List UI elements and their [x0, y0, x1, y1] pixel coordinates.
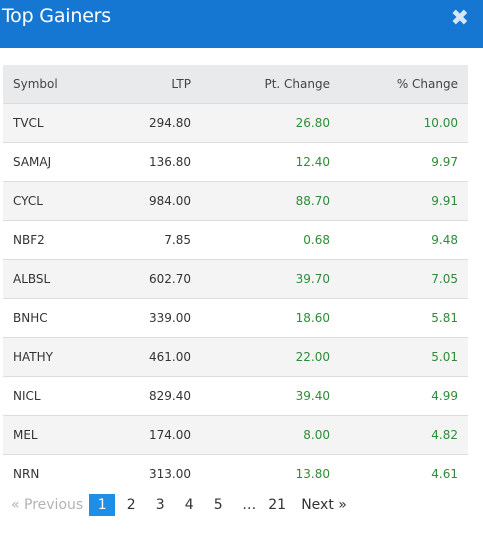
table-row[interactable]: BNHC 339.00 18.60 5.81 — [3, 297, 468, 337]
cell-symbol: TVCL — [3, 102, 93, 142]
cell-symbol: SAMAJ — [3, 141, 93, 181]
pagination: « Previous 1 2 3 4 5 … 21 Next » — [3, 494, 347, 516]
cell-pct-change: 9.97 — [340, 141, 468, 181]
column-header-pct-change[interactable]: % Change — [340, 65, 468, 103]
column-header-pt-change[interactable]: Pt. Change — [201, 65, 340, 103]
page-21-link[interactable]: 21 — [268, 497, 287, 513]
cell-ltp: 829.40 — [93, 375, 201, 415]
cell-pt-change: 12.40 — [201, 141, 340, 181]
cell-pct-change: 5.81 — [340, 297, 468, 337]
table-row[interactable]: ALBSL 602.70 39.70 7.05 — [3, 258, 468, 298]
cell-pt-change: 22.00 — [201, 336, 340, 376]
table-row[interactable]: SAMAJ 136.80 12.40 9.97 — [3, 141, 468, 181]
cell-ltp: 984.00 — [93, 180, 201, 220]
cell-pct-change: 4.99 — [340, 375, 468, 415]
cell-pct-change: 5.01 — [340, 336, 468, 376]
column-header-ltp[interactable]: LTP — [93, 65, 201, 103]
table-row[interactable]: CYCL 984.00 88.70 9.91 — [3, 180, 468, 220]
cell-pct-change: 4.61 — [340, 453, 468, 493]
cell-pt-change: 26.80 — [201, 102, 340, 142]
modal-header: Top Gainers ✖ — [0, 0, 483, 48]
cell-symbol: NBF2 — [3, 219, 93, 259]
cell-pt-change: 39.40 — [201, 375, 340, 415]
page-1-link[interactable]: 1 — [89, 494, 116, 516]
cell-symbol: HATHY — [3, 336, 93, 376]
cell-pt-change: 13.80 — [201, 453, 340, 493]
cell-ltp: 136.80 — [93, 141, 201, 181]
cell-symbol: CYCL — [3, 180, 93, 220]
close-icon[interactable]: ✖ — [450, 6, 469, 31]
table-row[interactable]: NBF2 7.85 0.68 9.48 — [3, 219, 468, 259]
table-row[interactable]: TVCL 294.80 26.80 10.00 — [3, 102, 468, 142]
cell-symbol: NRN — [3, 453, 93, 493]
table-row[interactable]: NRN 313.00 13.80 4.61 — [3, 453, 468, 493]
cell-pt-change: 39.70 — [201, 258, 340, 298]
cell-symbol: MEL — [3, 414, 93, 454]
page-3-link[interactable]: 3 — [155, 497, 165, 513]
cell-ltp: 461.00 — [93, 336, 201, 376]
cell-pt-change: 88.70 — [201, 180, 340, 220]
cell-pt-change: 0.68 — [201, 219, 340, 259]
cell-pt-change: 8.00 — [201, 414, 340, 454]
cell-ltp: 339.00 — [93, 297, 201, 337]
page-4-link[interactable]: 4 — [184, 497, 194, 513]
modal-title: Top Gainers — [2, 5, 111, 27]
page-5-link[interactable]: 5 — [213, 497, 223, 513]
cell-ltp: 294.80 — [93, 102, 201, 142]
cell-ltp: 602.70 — [93, 258, 201, 298]
table-row[interactable]: HATHY 461.00 22.00 5.01 — [3, 336, 468, 376]
page-2-link[interactable]: 2 — [126, 497, 136, 513]
cell-symbol: ALBSL — [3, 258, 93, 298]
cell-pt-change: 18.60 — [201, 297, 340, 337]
column-header-symbol[interactable]: Symbol — [3, 65, 93, 103]
cell-pct-change: 10.00 — [340, 102, 468, 142]
top-gainers-table: Symbol LTP Pt. Change % Change TVCL 294.8… — [3, 65, 468, 493]
cell-ltp: 313.00 — [93, 453, 201, 493]
cell-pct-change: 9.48 — [340, 219, 468, 259]
previous-page-link[interactable]: « Previous — [11, 497, 84, 513]
cell-symbol: BNHC — [3, 297, 93, 337]
cell-pct-change: 4.82 — [340, 414, 468, 454]
cell-ltp: 7.85 — [93, 219, 201, 259]
table-row[interactable]: NICL 829.40 39.40 4.99 — [3, 375, 468, 415]
cell-symbol: NICL — [3, 375, 93, 415]
cell-pct-change: 7.05 — [340, 258, 468, 298]
cell-pct-change: 9.91 — [340, 180, 468, 220]
table-row[interactable]: MEL 174.00 8.00 4.82 — [3, 414, 468, 454]
next-page-link[interactable]: Next » — [301, 497, 347, 513]
pagination-ellipsis: … — [242, 497, 257, 513]
cell-ltp: 174.00 — [93, 414, 201, 454]
table-header-row: Symbol LTP Pt. Change % Change — [3, 65, 468, 103]
